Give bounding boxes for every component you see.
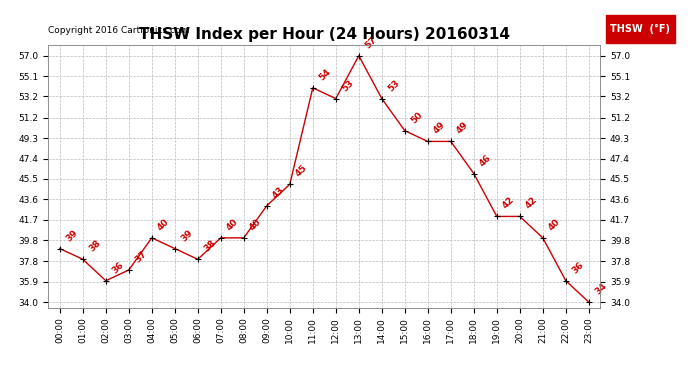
Text: THSW  (°F): THSW (°F) [611, 24, 670, 34]
Text: 57: 57 [363, 35, 378, 50]
Text: 37: 37 [133, 249, 148, 264]
Text: Copyright 2016 Cartronics.com: Copyright 2016 Cartronics.com [48, 26, 190, 35]
Text: 54: 54 [317, 67, 333, 82]
Text: 40: 40 [156, 217, 171, 232]
Text: 40: 40 [225, 217, 240, 232]
Text: 39: 39 [64, 228, 79, 243]
Text: 40: 40 [547, 217, 562, 232]
Text: 42: 42 [524, 196, 540, 211]
Text: 49: 49 [455, 120, 471, 136]
Text: 43: 43 [271, 185, 286, 200]
Text: 45: 45 [294, 164, 309, 179]
Title: THSW Index per Hour (24 Hours) 20160314: THSW Index per Hour (24 Hours) 20160314 [139, 27, 510, 42]
Text: 53: 53 [386, 78, 401, 93]
Text: 49: 49 [432, 120, 447, 136]
Text: 38: 38 [87, 238, 102, 254]
Text: 34: 34 [593, 281, 609, 297]
Text: 38: 38 [202, 238, 217, 254]
Text: 42: 42 [501, 196, 516, 211]
Text: 40: 40 [248, 217, 263, 232]
Text: 36: 36 [570, 260, 585, 275]
Text: 53: 53 [340, 78, 355, 93]
Text: 50: 50 [409, 110, 424, 125]
Text: 46: 46 [478, 153, 493, 168]
Text: 36: 36 [110, 260, 125, 275]
Text: 39: 39 [179, 228, 195, 243]
